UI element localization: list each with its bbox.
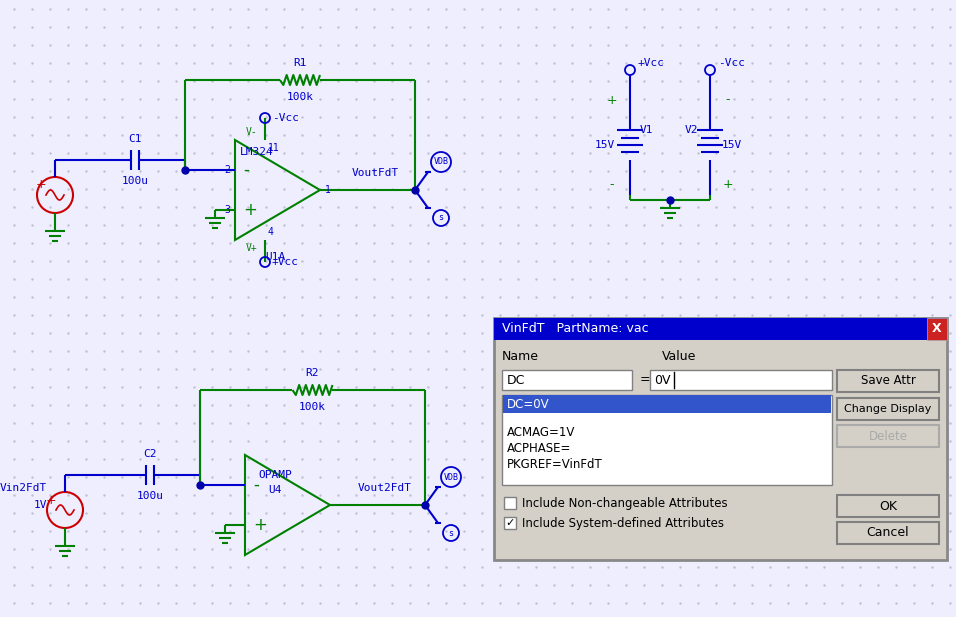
Text: 100u: 100u xyxy=(121,176,148,186)
Text: Change Display: Change Display xyxy=(844,404,932,414)
Bar xyxy=(504,517,516,529)
Text: Value: Value xyxy=(662,349,696,363)
Text: VoutFdT: VoutFdT xyxy=(352,168,399,178)
Text: VDB: VDB xyxy=(444,473,459,481)
Text: VinFdT   PartName: vac: VinFdT PartName: vac xyxy=(502,323,648,336)
Bar xyxy=(502,395,832,485)
Text: Name: Name xyxy=(502,349,539,363)
Bar xyxy=(837,522,939,544)
Text: Delete: Delete xyxy=(868,429,907,442)
Text: OK: OK xyxy=(879,500,897,513)
Text: 11: 11 xyxy=(268,143,280,153)
Text: +: + xyxy=(35,178,46,191)
Text: DC: DC xyxy=(507,373,526,386)
Bar xyxy=(927,318,947,340)
Text: U1A: U1A xyxy=(265,252,285,262)
Text: R1: R1 xyxy=(293,58,307,68)
Text: =: = xyxy=(640,373,651,386)
Text: -Vcc: -Vcc xyxy=(718,58,745,68)
Text: -: - xyxy=(253,476,259,494)
Text: Cancel: Cancel xyxy=(867,526,909,539)
Text: +Vcc: +Vcc xyxy=(272,257,299,267)
Text: +: + xyxy=(253,516,267,534)
Text: PKGREF=VinFdT: PKGREF=VinFdT xyxy=(507,458,602,471)
Text: ✓: ✓ xyxy=(506,518,514,528)
Text: X: X xyxy=(932,323,942,336)
Text: +: + xyxy=(46,494,56,507)
Bar xyxy=(650,370,832,390)
Text: -Vcc: -Vcc xyxy=(272,113,299,123)
Bar xyxy=(837,370,939,392)
Text: DC=0V: DC=0V xyxy=(507,397,550,410)
Text: 15V: 15V xyxy=(722,140,742,150)
Text: R2: R2 xyxy=(306,368,319,378)
Text: +: + xyxy=(243,201,257,219)
Text: +Vcc: +Vcc xyxy=(638,58,665,68)
Text: s: s xyxy=(439,213,444,223)
Text: 1V: 1V xyxy=(33,500,47,510)
Bar xyxy=(502,370,632,390)
Text: -: - xyxy=(243,161,249,179)
Text: Save Attr: Save Attr xyxy=(860,375,916,387)
Text: 4: 4 xyxy=(268,227,273,237)
Bar xyxy=(494,318,947,560)
Text: LM324: LM324 xyxy=(240,147,273,157)
Text: ACPHASE=: ACPHASE= xyxy=(507,442,572,455)
Text: -: - xyxy=(610,178,615,191)
Text: U4: U4 xyxy=(269,485,282,495)
Text: V1: V1 xyxy=(640,125,654,135)
Text: 0V: 0V xyxy=(654,373,670,386)
Text: VDB: VDB xyxy=(433,157,448,167)
Text: ACMAG=1V: ACMAG=1V xyxy=(507,426,576,439)
Text: 1: 1 xyxy=(325,185,331,195)
Text: 100u: 100u xyxy=(137,491,163,501)
Text: Include System-defined Attributes: Include System-defined Attributes xyxy=(522,516,724,529)
Text: 100k: 100k xyxy=(287,92,314,102)
Text: V2: V2 xyxy=(684,125,698,135)
Text: s: s xyxy=(448,529,453,537)
Text: OPAMP: OPAMP xyxy=(258,470,292,480)
Text: -: - xyxy=(726,94,730,107)
Bar xyxy=(837,495,939,517)
Bar xyxy=(504,497,516,509)
Bar xyxy=(494,318,947,340)
Text: 15V: 15V xyxy=(595,140,616,150)
Bar xyxy=(503,395,831,413)
Text: C1: C1 xyxy=(128,134,141,144)
Text: 2: 2 xyxy=(224,165,230,175)
Text: Vin2FdT: Vin2FdT xyxy=(0,483,47,493)
Text: C2: C2 xyxy=(143,449,157,459)
Text: +: + xyxy=(607,94,618,107)
Text: V-: V- xyxy=(246,127,257,137)
Text: V+: V+ xyxy=(246,243,257,253)
Text: 100k: 100k xyxy=(299,402,326,412)
Bar xyxy=(837,425,939,447)
Text: +: + xyxy=(723,178,733,191)
Text: 3: 3 xyxy=(224,205,230,215)
Text: Include Non-changeable Attributes: Include Non-changeable Attributes xyxy=(522,497,728,510)
Bar xyxy=(837,398,939,420)
Text: Vout2FdT: Vout2FdT xyxy=(358,483,412,493)
